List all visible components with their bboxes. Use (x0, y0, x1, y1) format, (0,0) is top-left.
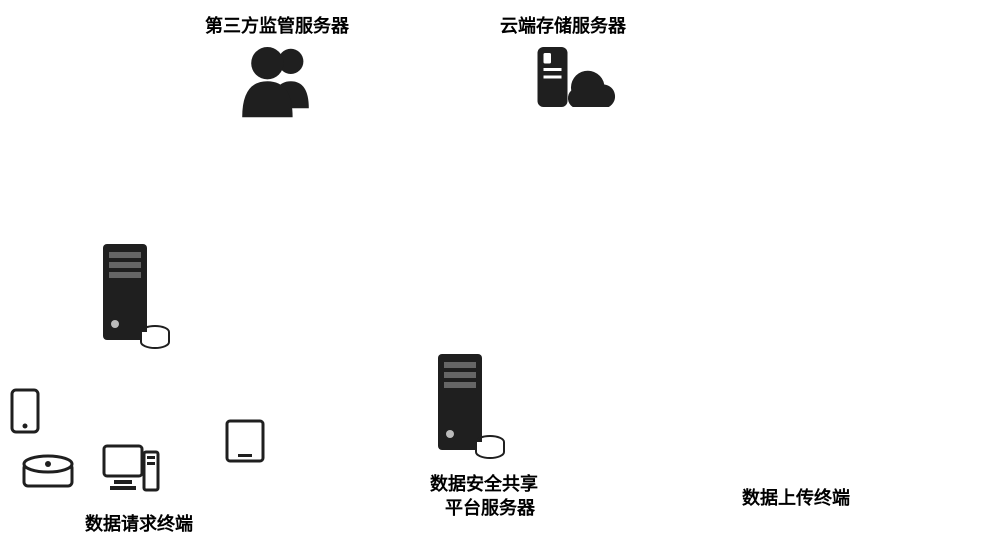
laptop-mr (885, 264, 975, 334)
center-server-node (430, 350, 510, 460)
disk-icon (20, 450, 76, 490)
label-platform-1: 数据安全共享 (430, 470, 538, 496)
server-tower-icon (95, 240, 175, 350)
left-server-node (95, 240, 175, 350)
device-disk (20, 450, 76, 490)
label-cloud-store: 云端存储服务器 (500, 12, 626, 38)
people-icon (235, 38, 325, 128)
server-tower-icon (430, 350, 510, 460)
diagram-canvas: 第三方监管服务器 云端存储服务器 数据安全共享 平台服务器 数据请求终端 数据上… (0, 0, 1000, 554)
laptop-br (850, 395, 940, 465)
cloud-server-node (530, 38, 620, 113)
computer-icon (100, 442, 160, 496)
label-request-terminal: 数据请求终端 (85, 510, 193, 536)
label-third-party: 第三方监管服务器 (205, 12, 349, 38)
laptop-top (720, 130, 810, 200)
device-square (224, 418, 266, 464)
tablet-icon (224, 418, 266, 464)
device-phone (10, 388, 40, 434)
phone-icon (10, 388, 40, 434)
laptop-bl (635, 395, 725, 465)
laptop-ml (590, 270, 680, 340)
label-upload-terminal: 数据上传终端 (742, 484, 850, 510)
device-laptop (224, 344, 286, 392)
cloud-server-icon (530, 38, 620, 113)
device-computer (100, 442, 160, 496)
label-platform-2: 平台服务器 (445, 494, 535, 520)
third-party-node (235, 38, 325, 128)
